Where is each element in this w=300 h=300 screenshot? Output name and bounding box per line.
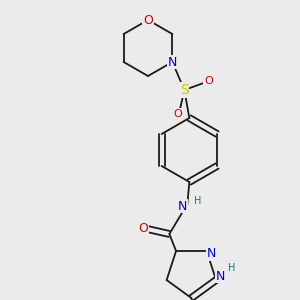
Text: N: N: [215, 269, 225, 283]
Text: N: N: [168, 56, 177, 68]
Text: S: S: [180, 83, 189, 97]
Text: H: H: [194, 196, 201, 206]
Text: O: O: [173, 109, 182, 119]
Text: N: N: [207, 248, 216, 260]
Text: N: N: [178, 200, 187, 212]
Text: O: O: [138, 221, 148, 235]
Text: O: O: [204, 76, 213, 86]
Text: O: O: [143, 14, 153, 26]
Text: H: H: [228, 263, 236, 273]
